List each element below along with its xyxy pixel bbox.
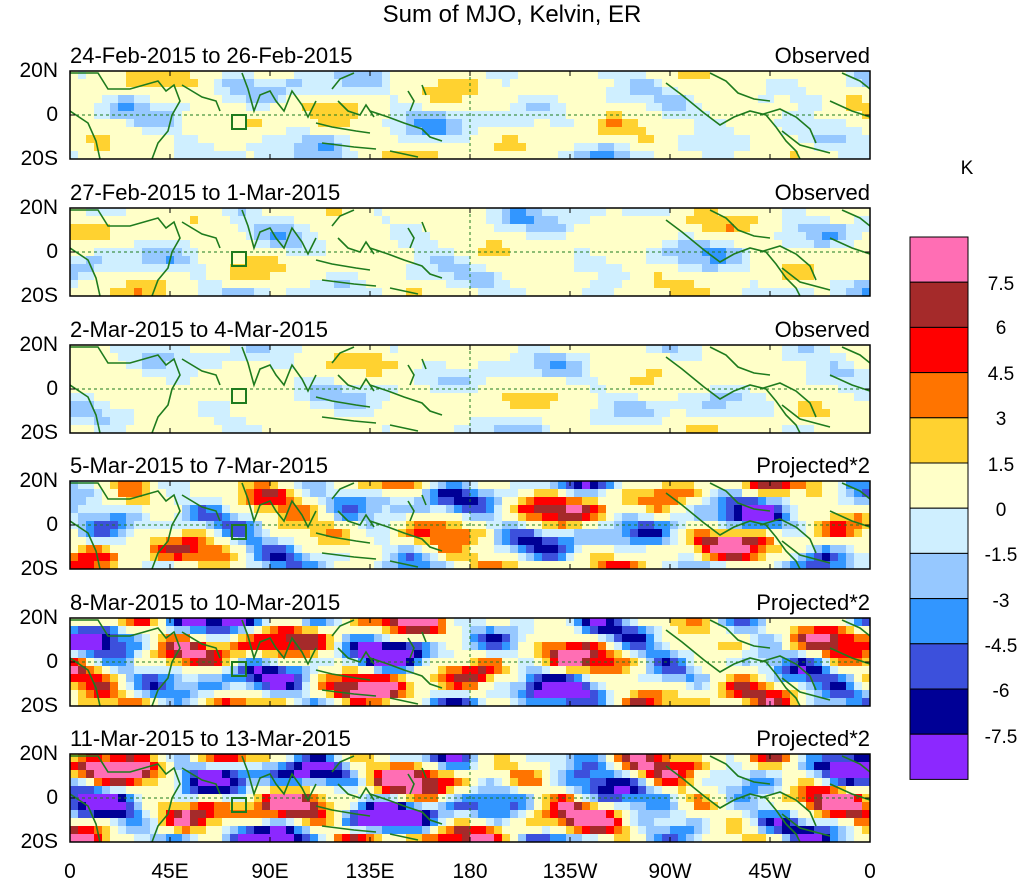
coastlines	[70, 209, 870, 296]
panel-3-date-range: 2-Mar-2015 to 4-Mar-2015	[70, 317, 329, 342]
coastlines	[70, 72, 870, 159]
lat-label-eq: 0	[46, 786, 58, 809]
map-panel-6	[69, 753, 871, 843]
map-panel-1	[69, 70, 871, 160]
panel-5-date-range: 8-Mar-2015 to 10-Mar-2015	[70, 590, 341, 615]
colorbar-label: 3	[995, 409, 1007, 430]
panel-6-status: Projected*2	[756, 726, 870, 751]
colorbar-label: -7.5	[984, 727, 1018, 748]
panel-3-status: Observed	[774, 317, 870, 342]
lat-label-20s: 20S	[20, 421, 58, 444]
panel-2-date-range: 27-Feb-2015 to 1-Mar-2015	[70, 180, 341, 205]
map-panel-3	[69, 344, 871, 434]
colorbar-swatch	[909, 326, 969, 374]
lat-label-20n: 20N	[19, 59, 58, 82]
colorbar-label: 0	[995, 500, 1007, 521]
colorbar-label: -1.5	[984, 545, 1018, 566]
lon-label-135e: 135E	[345, 860, 395, 883]
lon-label-45e: 45E	[151, 860, 189, 883]
colorbar-swatch	[909, 417, 969, 464]
colorbar-unit: K	[960, 158, 974, 179]
map-panel-2	[69, 207, 871, 297]
coastlines	[70, 619, 870, 706]
panel-2-status: Observed	[774, 180, 870, 205]
colorbar-label: -6	[992, 681, 1010, 702]
lat-label-20s: 20S	[20, 694, 58, 717]
lon-label-90w: 90W	[648, 860, 692, 883]
lat-label-20n: 20N	[19, 333, 58, 356]
lon-label-0: 0	[64, 860, 76, 883]
coastlines	[70, 346, 870, 433]
colorbar-label: -3	[992, 591, 1010, 612]
coastlines	[70, 755, 870, 842]
map-panel-5	[69, 617, 871, 707]
lat-label-20n: 20N	[19, 742, 58, 765]
colorbar-label: -4.5	[984, 636, 1018, 657]
panel-4-status: Projected*2	[756, 453, 870, 478]
panel-1-date-range: 24-Feb-2015 to 26-Feb-2015	[70, 43, 353, 68]
panel-4-date-range: 5-Mar-2015 to 7-Mar-2015	[70, 453, 329, 478]
lat-label-20s: 20S	[20, 147, 58, 170]
lat-label-20s: 20S	[20, 830, 58, 853]
colorbar-swatch	[909, 733, 969, 780]
lat-label-20n: 20N	[19, 196, 58, 219]
lat-label-20n: 20N	[19, 469, 58, 492]
lon-label-90e: 90E	[251, 860, 289, 883]
colorbar-swatch	[909, 598, 969, 645]
colorbar-label: 7.5	[987, 274, 1015, 295]
lat-label-20s: 20S	[20, 284, 58, 307]
lat-label-20n: 20N	[19, 606, 58, 629]
colorbar-swatch	[909, 688, 969, 735]
lat-label-eq: 0	[46, 513, 58, 536]
lon-label-0-east: 0	[864, 860, 876, 883]
map-panel-4	[69, 480, 871, 570]
lat-label-20s: 20S	[20, 557, 58, 580]
colorbar-swatch	[909, 643, 969, 690]
colorbar-label: 6	[995, 318, 1007, 339]
colorbar-swatch	[909, 372, 969, 419]
colorbar-swatch	[909, 507, 969, 554]
lon-label-180: 180	[452, 860, 488, 883]
lat-label-eq: 0	[46, 377, 58, 400]
panel-1-status: Observed	[774, 43, 870, 68]
colorbar	[909, 236, 969, 780]
lat-label-eq: 0	[46, 103, 58, 126]
colorbar-swatch	[909, 552, 969, 600]
lat-label-eq: 0	[46, 650, 58, 673]
anomaly-field	[70, 208, 870, 296]
anomaly-field	[70, 345, 870, 433]
colorbar-swatch	[909, 236, 969, 283]
figure-title: Sum of MJO, Kelvin, ER	[382, 1, 642, 28]
panel-5-status: Projected*2	[756, 590, 870, 615]
lat-label-eq: 0	[46, 240, 58, 263]
colorbar-label: 1.5	[987, 455, 1015, 476]
colorbar-swatch	[909, 462, 969, 509]
colorbar-label: 4.5	[987, 364, 1015, 385]
lon-label-135w: 135W	[542, 860, 598, 883]
colorbar-swatch	[909, 281, 969, 328]
panel-6-date-range: 11-Mar-2015 to 13-Mar-2015	[70, 726, 351, 751]
lon-label-45w: 45W	[748, 860, 792, 883]
